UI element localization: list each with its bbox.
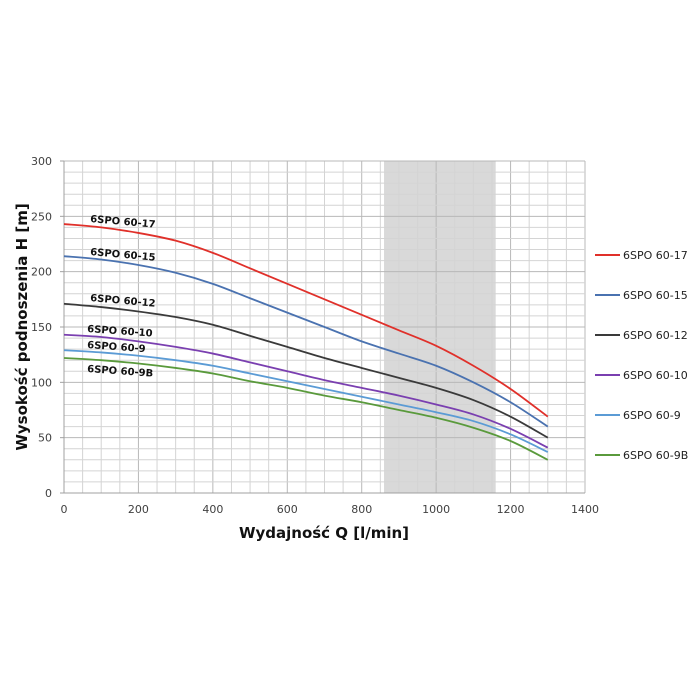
legend-label: 6SPO 60-10 [623, 369, 688, 382]
legend-label: 6SPO 60-9 [623, 409, 681, 422]
axes: 0 200 400 600 800 1000 1200 1400 0 50 100 150 200 250… [31, 155, 599, 516]
legend-item: 6SPO 60-9B [595, 449, 688, 462]
legend-label: 6SPO 60-12 [623, 329, 688, 342]
series-line-6spo-60-15 [63, 255, 549, 428]
legend-label: 6SPO 60-9B [623, 449, 688, 462]
legend: 6SPO 60-17 6SPO 60-15 6SPO 60-12 6SPO 60-10… [595, 249, 688, 462]
series-lines [63, 223, 549, 461]
y-tick-label: 300 [31, 155, 52, 168]
legend-item: 6SPO 60-12 [595, 329, 688, 342]
series-line-6spo-60-17 [63, 223, 549, 418]
x-tick-label: 800 [351, 503, 372, 516]
x-axis-title: Wydajność Q [l/min] [239, 524, 409, 542]
curve-label: 6SPO 60-9 [87, 340, 146, 355]
y-tick-label: 50 [38, 432, 52, 445]
x-tick-label: 0 [61, 503, 68, 516]
curve-label: 6SPO 60-10 [87, 324, 153, 340]
legend-label: 6SPO 60-17 [623, 249, 688, 262]
x-tick-label: 200 [128, 503, 149, 516]
series-line-6spo-60-9 [63, 349, 549, 453]
y-tick-label: 0 [45, 487, 52, 500]
series-line-6spo-60-9b [63, 357, 549, 461]
y-tick-label: 150 [31, 321, 52, 334]
legend-item: 6SPO 60-10 [595, 369, 688, 382]
legend-item: 6SPO 60-15 [595, 289, 688, 302]
x-tick-label: 400 [202, 503, 223, 516]
legend-item: 6SPO 60-9 [595, 409, 681, 422]
x-tick-label: 1200 [497, 503, 525, 516]
x-tick-label: 600 [277, 503, 298, 516]
x-tick-label: 1000 [422, 503, 450, 516]
series-line-6spo-60-10 [63, 333, 549, 449]
grid [63, 160, 586, 494]
y-tick-label: 100 [31, 376, 52, 389]
y-tick-label: 200 [31, 266, 52, 279]
y-axis-title: Wysokość podnoszenia H [m] [13, 203, 31, 450]
y-tick-label: 250 [31, 210, 52, 223]
x-tick-label: 1400 [571, 503, 599, 516]
legend-item: 6SPO 60-17 [595, 249, 688, 262]
curve-label: 6SPO 60-9B [87, 364, 154, 380]
legend-label: 6SPO 60-15 [623, 289, 688, 302]
series-line-6spo-60-12 [63, 302, 549, 439]
